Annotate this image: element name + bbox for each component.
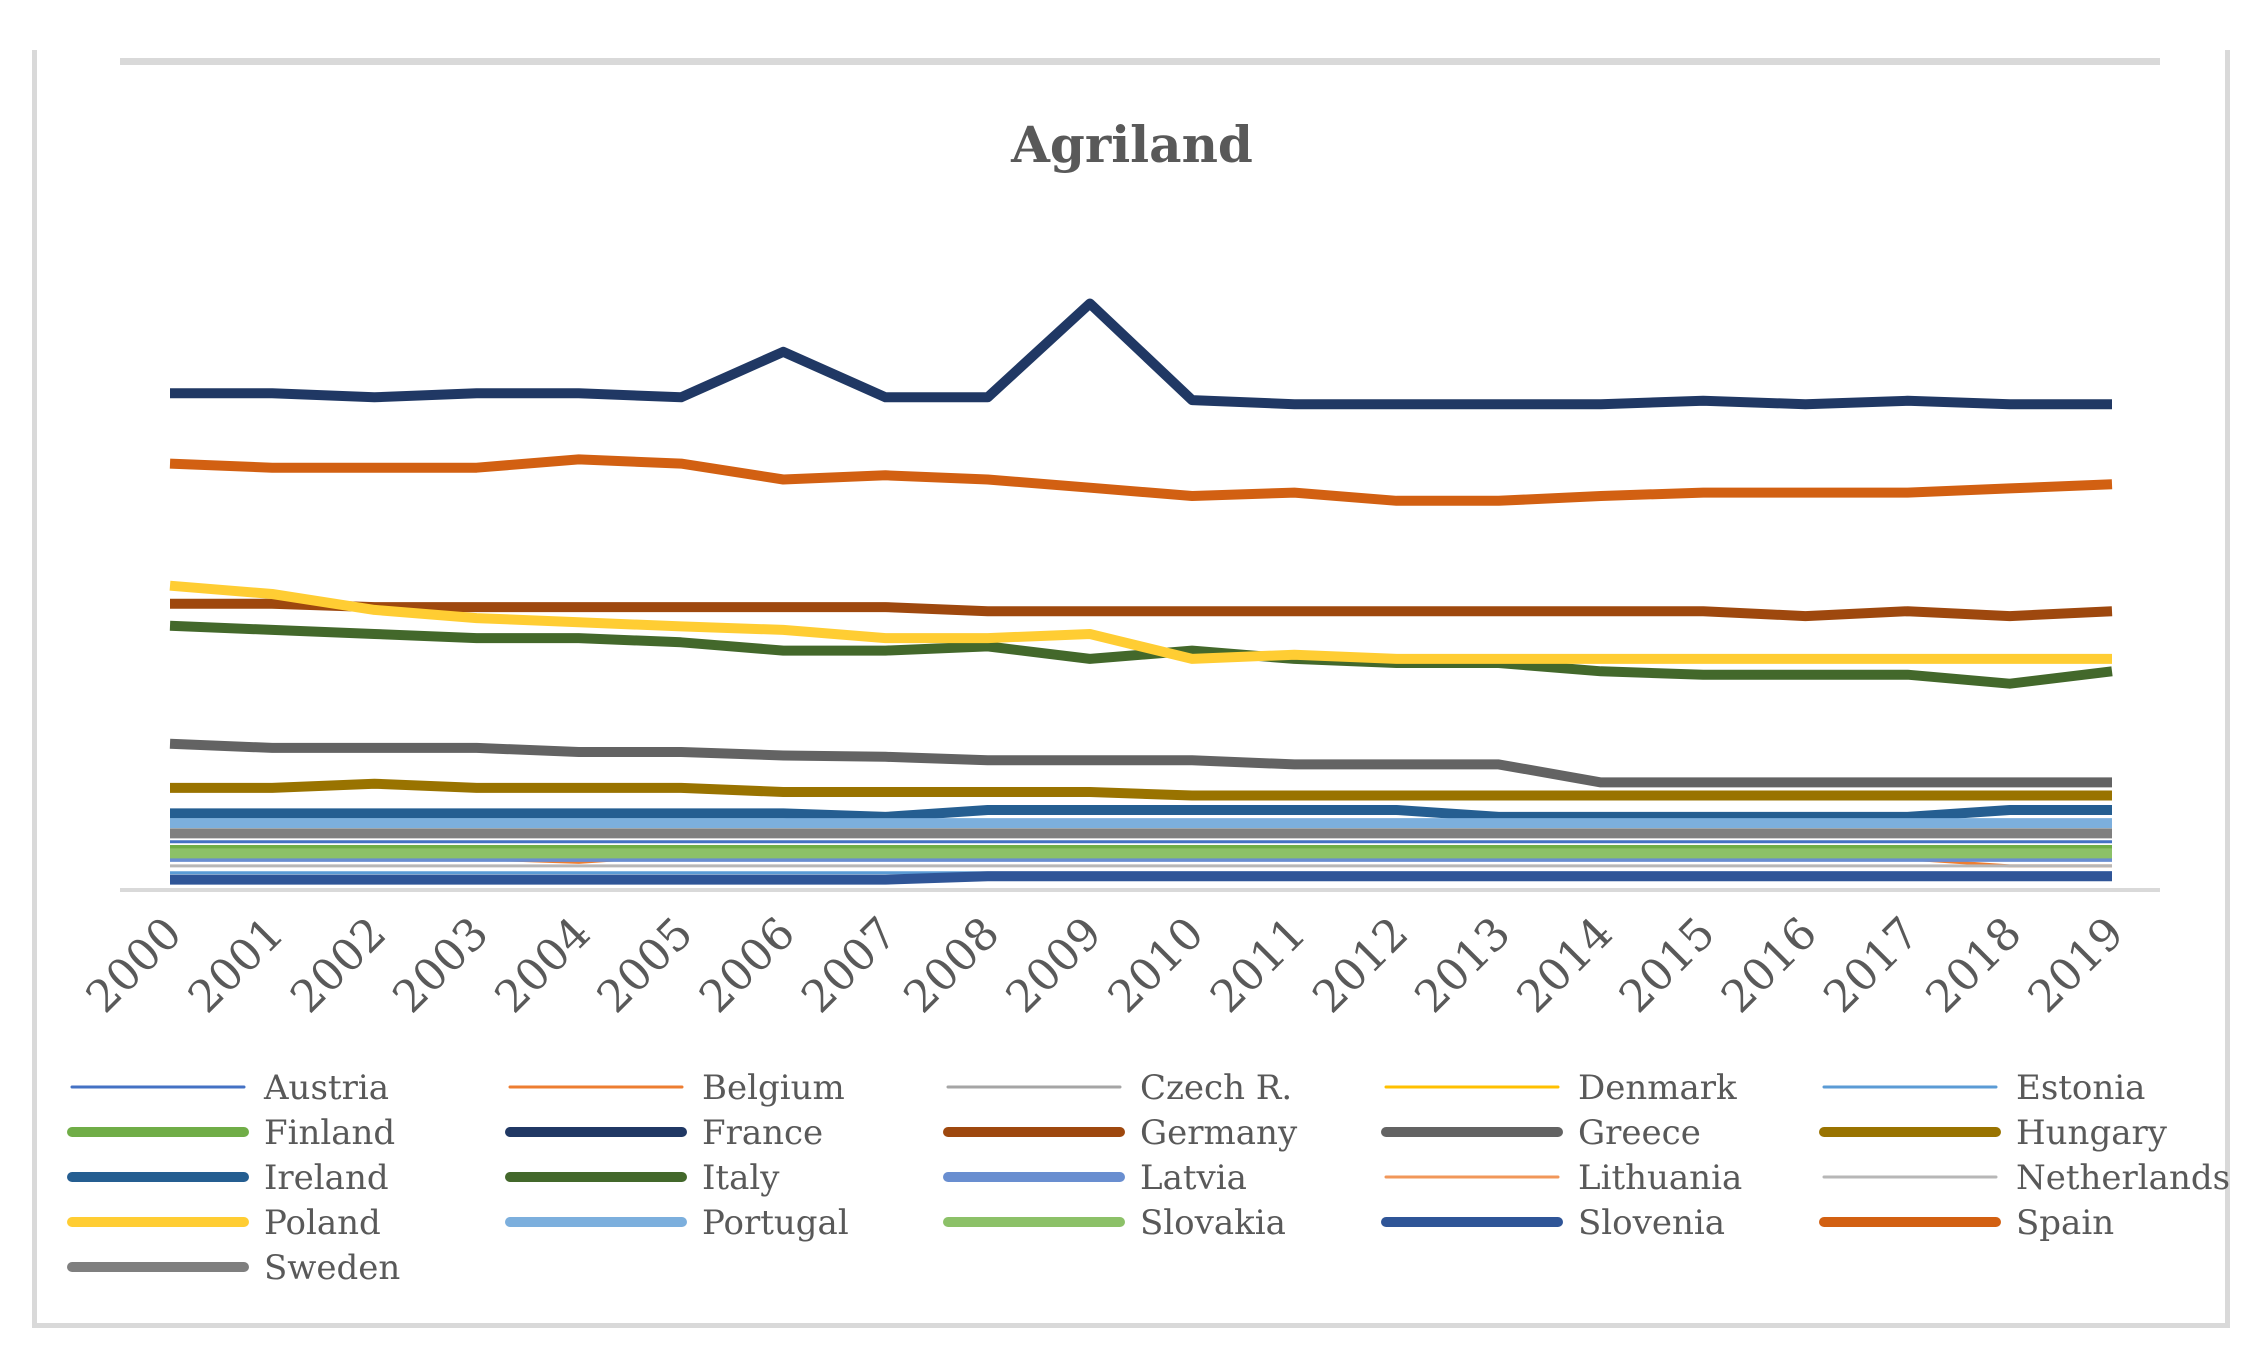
x-tick-label: 2010 [1099,908,1214,1023]
chart-top-border [120,58,2160,65]
x-tick-label: 2018 [1916,908,2031,1023]
x-tick-label: 2008 [894,908,1009,1023]
legend-label: Latvia [1140,1158,1247,1198]
legend-label: Lithuania [1578,1158,1742,1198]
series-line-hungary [170,778,2112,801]
legend-item-estonia: Estonia [1822,1068,2145,1108]
legend-item-austria: Austria [70,1068,389,1108]
series-line-spain [169,454,2113,506]
legend-label: Finland [264,1113,395,1153]
x-tick-label: 2000 [77,908,192,1023]
legend-item-germany: Germany [943,1113,1298,1153]
series-line-greece [169,738,2112,788]
legend-label: Austria [263,1068,389,1108]
series-line-poland [169,580,2112,664]
x-tick-label: 2001 [179,908,294,1023]
series-line-france [170,298,2112,410]
legend-label: Greece [1578,1113,1701,1153]
x-tick-label: 2002 [281,908,396,1023]
legend-label: Italy [702,1158,780,1198]
x-tick-label: 2009 [996,908,1111,1023]
x-tick-label: 2007 [792,908,907,1023]
legend-item-lithuania: Lithuania [1384,1158,1742,1198]
legend-label: Hungary [2016,1113,2168,1153]
chart-title: Agriland [1010,115,1253,174]
legend-label: Poland [264,1203,381,1243]
x-tick-label: 2014 [1507,908,1622,1023]
chart-border [32,50,2230,1328]
x-tick-label: 2017 [1814,908,1929,1023]
x-tick-label: 2005 [588,908,703,1023]
x-tick-label: 2016 [1712,908,1827,1023]
series-line-slovenia [170,871,2112,885]
legend-item-poland: Poland [67,1203,381,1243]
x-tick-label: 2006 [690,908,805,1023]
x-tick-label: 2015 [1610,908,1725,1023]
series-line-italy [169,620,2113,689]
series-line-germany [170,598,2113,622]
legend-item-italy: Italy [505,1158,780,1198]
x-tick-label: 2019 [2019,908,2134,1023]
legend-label: France [702,1113,823,1153]
legend-item-latvia: Latvia [943,1158,1247,1198]
legend-item-sweden: Sweden [67,1248,400,1288]
legend-item-slovenia: Slovenia [1381,1203,1725,1243]
legend-label: Slovakia [1140,1203,1286,1243]
legend: Austria Belgium Czech R. Denmark Estonia Finl… [67,1068,2230,1288]
legend-item-spain: Spain [1819,1203,2114,1243]
x-tick-label: 2004 [485,908,600,1023]
legend-label: Estonia [2016,1068,2145,1108]
legend-item-czech-r: Czech R. [946,1068,1292,1108]
series-lines [169,298,2113,885]
series-line-ireland [170,805,2112,822]
legend-item-ireland: Ireland [67,1158,389,1198]
legend-item-denmark: Denmark [1384,1068,1737,1108]
legend-item-portugal: Portugal [505,1203,849,1243]
legend-label: Slovenia [1578,1203,1725,1243]
legend-item-netherlands: Netherlands [1822,1158,2230,1198]
legend-item-belgium: Belgium [508,1068,845,1108]
legend-label: Netherlands [2016,1158,2230,1198]
x-tick-label: 2012 [1303,908,1418,1023]
x-tick-label: 2013 [1405,908,1520,1023]
legend-item-france: France [505,1113,823,1153]
x-tick-label: 2011 [1201,908,1316,1023]
legend-item-finland: Finland [67,1113,395,1153]
legend-label: Ireland [264,1158,389,1198]
x-tick-label: 2003 [383,908,498,1023]
legend-label: Sweden [264,1248,400,1288]
legend-label: Denmark [1578,1068,1737,1108]
legend-label: Germany [1140,1113,1298,1153]
legend-item-greece: Greece [1381,1113,1701,1153]
legend-label: Czech R. [1140,1068,1292,1108]
x-axis-tick-labels: 2000200120022003200420052006200720082009… [77,908,2134,1023]
legend-label: Spain [2016,1203,2114,1243]
legend-item-hungary: Hungary [1819,1113,2168,1153]
legend-item-slovakia: Slovakia [943,1203,1286,1243]
legend-label: Portugal [702,1203,849,1243]
legend-label: Belgium [702,1068,845,1108]
